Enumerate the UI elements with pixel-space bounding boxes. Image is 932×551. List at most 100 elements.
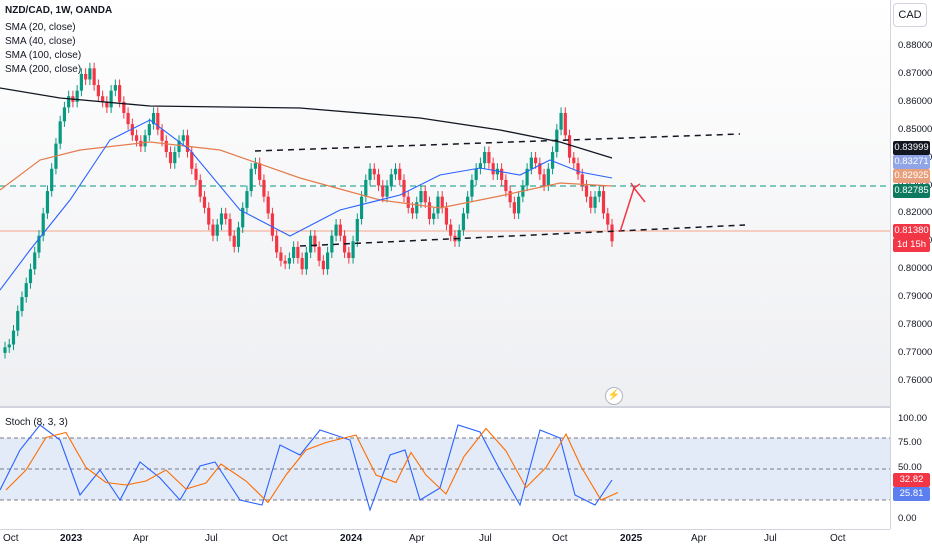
channel-top-line	[254, 133, 741, 152]
candle-body	[164, 140, 168, 153]
candle-body	[168, 152, 173, 164]
candle-body	[597, 191, 601, 197]
pane-divider[interactable]	[0, 406, 932, 408]
candle-body	[517, 196, 521, 214]
currency-button[interactable]: CAD	[893, 3, 927, 27]
date-tick: 2024	[340, 533, 363, 544]
candle-body	[406, 196, 410, 208]
date-tick: Jul	[479, 533, 492, 544]
candle-body	[126, 112, 130, 125]
candle-body	[330, 235, 334, 253]
candle-body	[236, 227, 241, 247]
candle-body	[118, 85, 122, 102]
price-tick: 0.77000	[898, 346, 932, 358]
candle-body	[593, 196, 597, 208]
candle-body	[151, 112, 156, 125]
channel-bottom-line	[299, 224, 746, 247]
sma40-badge: 0.82925	[893, 169, 930, 183]
candle-body	[550, 152, 555, 169]
candle-body	[96, 85, 100, 97]
flash-icon[interactable]: ⚡	[605, 387, 623, 405]
candle-body	[190, 152, 194, 169]
candle-body	[368, 168, 372, 180]
symbol-title[interactable]: NZD/CAD, 1W, OANDA	[5, 5, 113, 16]
legend-sma20[interactable]: SMA (20, close)	[5, 22, 76, 33]
candle-body	[219, 213, 224, 225]
candle-body	[113, 85, 117, 91]
price-chart[interactable]	[0, 0, 890, 407]
candle-body	[381, 185, 385, 197]
candle-body	[364, 179, 368, 197]
candle-body	[224, 213, 228, 219]
candle-body	[67, 96, 71, 108]
candle-body	[359, 196, 364, 219]
candle-body	[457, 230, 461, 242]
candle-body	[11, 330, 16, 345]
countdown-badge: 1d 15h	[893, 238, 930, 252]
candle-body	[444, 207, 449, 225]
candle-body	[410, 207, 415, 214]
date-tick: 2025	[620, 533, 643, 544]
candle-body	[538, 163, 542, 175]
stoch-tick: 50.00	[898, 462, 922, 473]
candle-body	[156, 112, 160, 130]
price-tick: 0.80000	[898, 263, 932, 275]
candle-body	[101, 96, 105, 102]
candle-body	[533, 157, 538, 164]
candle-body	[207, 207, 211, 225]
candle-body	[292, 246, 296, 259]
candle-body	[309, 235, 313, 253]
legend-sma100[interactable]: SMA (100, close)	[5, 50, 82, 61]
candle-body	[41, 213, 45, 236]
legend-sma40[interactable]: SMA (40, close)	[5, 36, 76, 47]
candle-body	[470, 179, 474, 197]
date-tick: Oct	[3, 533, 19, 544]
candle-body	[419, 191, 423, 203]
candle-body	[415, 202, 419, 214]
time-axis[interactable]	[0, 529, 890, 551]
candle-body	[16, 311, 20, 331]
candle-body	[283, 260, 287, 264]
candle-body	[610, 224, 614, 242]
candle-body	[215, 224, 219, 236]
price-tick: 0.86000	[898, 95, 932, 107]
candle-body	[542, 174, 546, 186]
candle-body	[245, 191, 249, 208]
price-tick: 0.82000	[898, 207, 932, 219]
candle-body	[546, 168, 550, 186]
candle-body	[24, 283, 28, 298]
candle-body	[20, 297, 24, 312]
legend-sma200[interactable]: SMA (200, close)	[5, 64, 82, 75]
candle-body	[7, 344, 11, 348]
candle-body	[355, 218, 359, 242]
stoch-d-line	[5, 427, 619, 504]
candle-body	[270, 213, 275, 236]
candle-body	[122, 101, 126, 113]
candle-body	[62, 107, 67, 122]
candle-body	[147, 124, 151, 136]
candle-body	[304, 252, 308, 270]
candle-body	[173, 152, 177, 164]
candle-body	[351, 241, 355, 259]
candle-body	[266, 196, 270, 214]
candle-body	[385, 185, 389, 197]
candle-body	[28, 269, 33, 284]
projection-arrow-head	[630, 182, 641, 190]
candle-body	[580, 174, 584, 186]
candle-body	[88, 68, 92, 80]
candle-body	[487, 152, 491, 164]
candle-body	[436, 196, 440, 214]
price-axis[interactable]	[890, 0, 932, 529]
candle-body	[567, 135, 572, 158]
sma200-badge: 0.83999	[893, 141, 930, 155]
candle-body	[508, 191, 512, 203]
candle-body	[449, 224, 453, 236]
candle-body	[389, 174, 393, 186]
candle-body	[177, 140, 181, 153]
date-tick: Oct	[272, 533, 288, 544]
stoch-legend[interactable]: Stoch (8, 3, 3)	[5, 417, 68, 428]
candle-body	[249, 168, 253, 192]
sma20-line	[0, 119, 613, 291]
candle-body	[427, 202, 432, 219]
stoch-k-badge: 25.81	[893, 487, 930, 501]
